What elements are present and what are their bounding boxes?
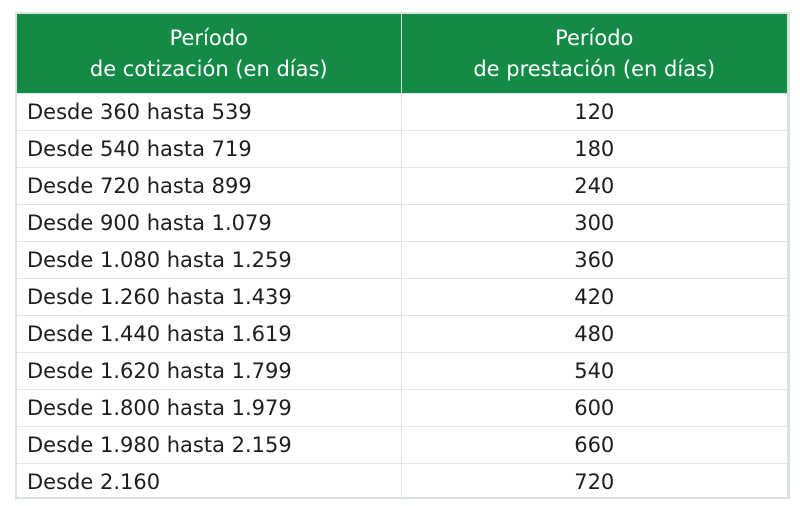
days-cell: 300 xyxy=(401,204,788,242)
range-cell: Desde 1.620 hasta 1.799 xyxy=(17,352,402,390)
days-cell: 720 xyxy=(401,463,788,500)
range-cell: Desde 360 hasta 539 xyxy=(17,93,402,131)
table-row: Desde 1.800 hasta 1.979 600 xyxy=(17,389,788,427)
header-line: Período xyxy=(555,25,634,50)
days-cell: 480 xyxy=(401,315,788,353)
range-cell: Desde 540 hasta 719 xyxy=(17,130,402,168)
table-body: Desde 360 hasta 539 120 Desde 540 hasta 71… xyxy=(17,93,788,500)
range-cell: Desde 1.260 hasta 1.439 xyxy=(17,278,402,316)
table-row: Desde 360 hasta 539 120 xyxy=(17,93,788,131)
range-cell: Desde 900 hasta 1.079 xyxy=(17,204,402,242)
table-row: Desde 900 hasta 1.079 300 xyxy=(17,204,788,242)
table-row: Desde 1.620 hasta 1.799 540 xyxy=(17,352,788,390)
header-cell: Período de prestación (en días) xyxy=(401,14,788,94)
range-cell: Desde 1.980 hasta 2.159 xyxy=(17,426,402,464)
range-cell: Desde 1.440 hasta 1.619 xyxy=(17,315,402,353)
table-row: Desde 1.980 hasta 2.159 660 xyxy=(17,426,788,464)
days-cell: 360 xyxy=(401,241,788,279)
range-cell: Desde 720 hasta 899 xyxy=(17,167,402,205)
header-line: Período xyxy=(169,25,248,50)
range-cell: Desde 1.080 hasta 1.259 xyxy=(17,241,402,279)
header-cell: Período de cotización (en días) xyxy=(17,14,402,94)
header-line: de cotización (en días) xyxy=(89,56,328,81)
header-line: de prestación (en días) xyxy=(473,56,716,81)
days-cell: 540 xyxy=(401,352,788,390)
table-row: Desde 540 hasta 719 180 xyxy=(17,130,788,168)
table-row: Desde 1.440 hasta 1.619 480 xyxy=(17,315,788,353)
days-cell: 600 xyxy=(401,389,788,427)
range-cell: Desde 1.800 hasta 1.979 xyxy=(17,389,402,427)
header-row: Período de cotización (en días) Período de … xyxy=(17,14,788,94)
days-cell: 240 xyxy=(401,167,788,205)
table-frame: Período de cotización (en días) Período de … xyxy=(15,12,790,500)
range-cell: Desde 2.160 xyxy=(17,463,402,500)
table-row: Desde 1.080 hasta 1.259 360 xyxy=(17,241,788,279)
table-row: Desde 2.160 720 xyxy=(17,463,788,500)
table-row: Desde 1.260 hasta 1.439 420 xyxy=(17,278,788,316)
days-cell: 420 xyxy=(401,278,788,316)
table-row: Desde 720 hasta 899 240 xyxy=(17,167,788,205)
days-cell: 660 xyxy=(401,426,788,464)
table: Período de cotización (en días) Período de … xyxy=(17,14,788,500)
days-cell: 120 xyxy=(401,93,788,131)
days-cell: 180 xyxy=(401,130,788,168)
